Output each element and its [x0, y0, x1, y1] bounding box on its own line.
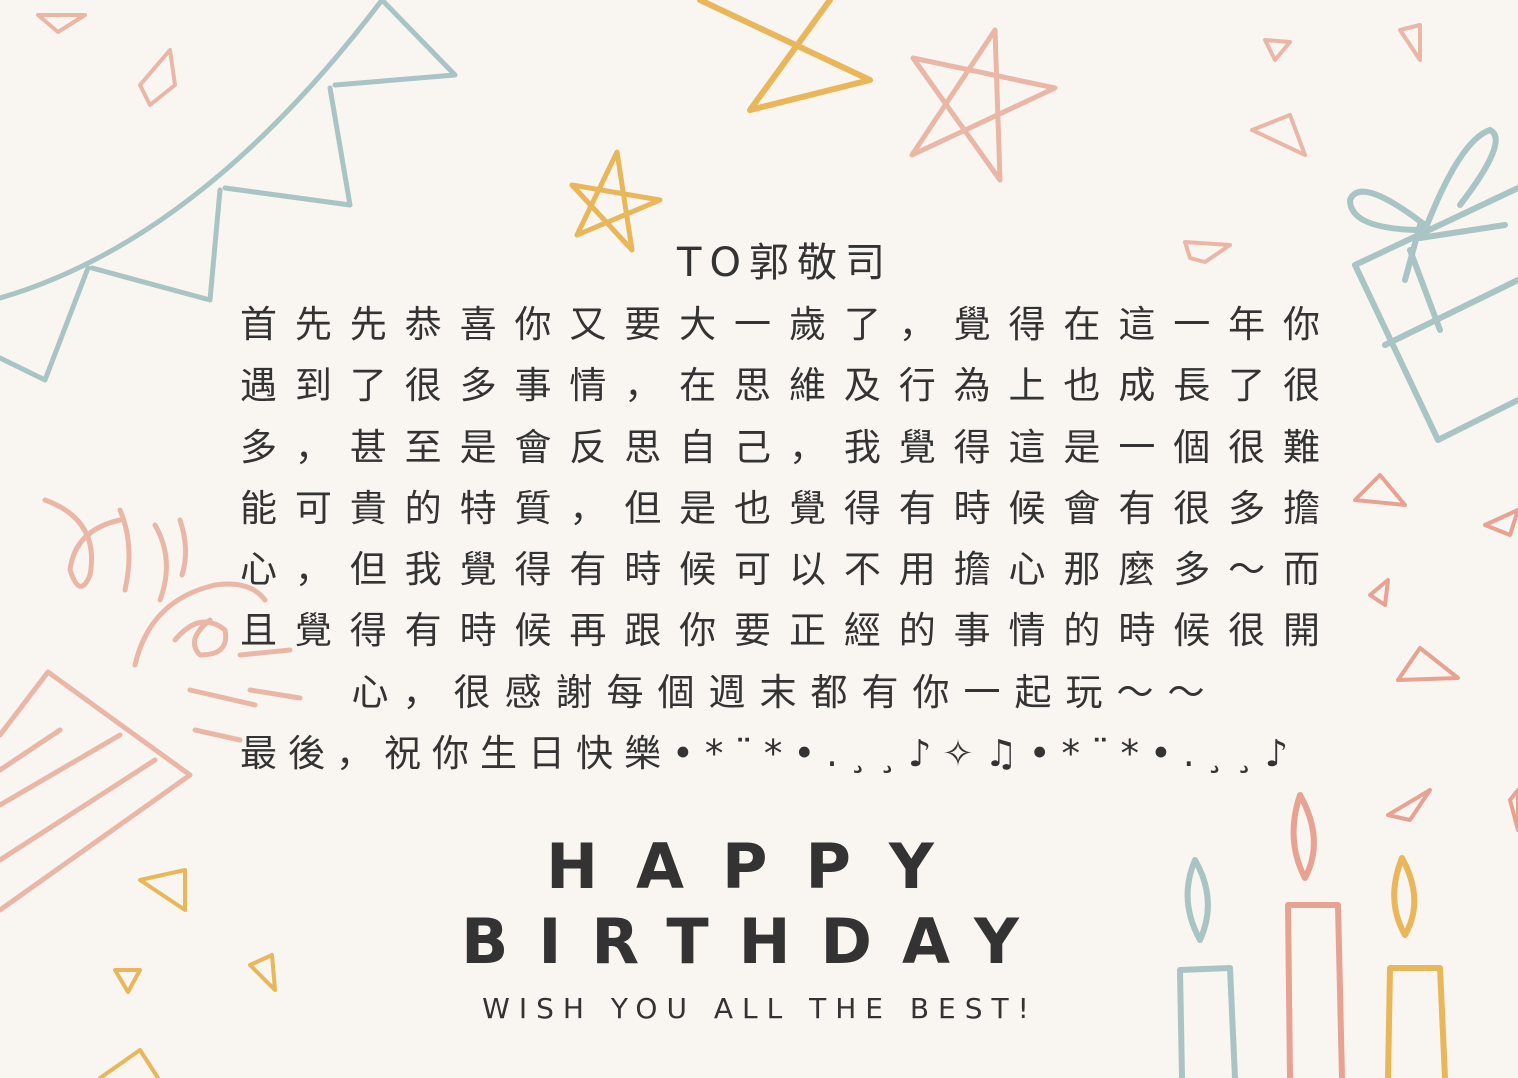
star-icon — [909, 27, 1058, 183]
wish-subtitle: WISH YOU ALL THE BEST! — [482, 992, 1038, 1025]
bunting-flags-icon — [0, 0, 458, 383]
message-line: 能可貴的特質，但是也覺得有時候會有很多擔 — [240, 486, 1330, 530]
message-line: 且覺得有時候再跟你要正經的事情的時候很開 — [240, 609, 1330, 653]
confetti-icon — [36, 13, 1518, 1078]
closing-line: 最後，祝你生日快樂•*¨*•.¸¸♪✧♫•*¨*•.¸¸♪ — [240, 732, 1300, 776]
star-icon — [697, 0, 873, 113]
title-birthday: BIRTHDAY — [461, 905, 1049, 978]
message-line: 多，甚至是會反思自己，我覺得這是一個很難 — [240, 425, 1330, 469]
message-line: 遇到了很多事情，在思維及行為上也成長了很 — [240, 364, 1330, 408]
candles-icon — [1177, 792, 1448, 1078]
message-body: 首先先恭喜你又要大一歲了，覺得在這一年你 遇到了很多事情，在思維及行為上也成長了… — [240, 294, 1330, 784]
gift-box-icon — [1347, 127, 1518, 443]
party-horn-icon — [0, 497, 303, 913]
message-line: 心，但我覺得有時候可以不用擔心那麼多～而 — [240, 548, 1330, 592]
birthday-message: TO郭敬司 首先先恭喜你又要大一歲了，覺得在這一年你 遇到了很多事情，在思維及行… — [240, 232, 1330, 784]
star-icon — [569, 149, 663, 253]
message-line: 首先先恭喜你又要大一歲了，覺得在這一年你 — [240, 303, 1330, 346]
message-line: 心，很感謝每個週末都有你一起玩～～ — [351, 670, 1219, 714]
title-happy: HAPPY — [546, 830, 972, 903]
happy-birthday-title: HAPPY BIRTHDAY — [400, 830, 1080, 980]
recipient-line: TO郭敬司 — [677, 240, 893, 286]
